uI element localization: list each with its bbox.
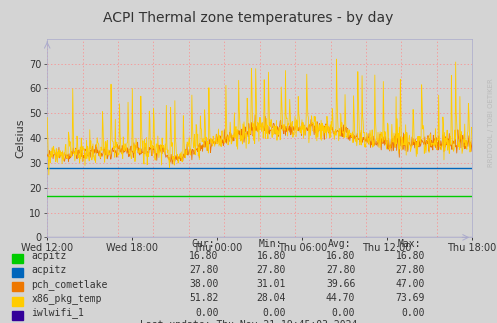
Text: 27.80: 27.80 xyxy=(396,265,425,275)
Text: RRDTOOL / TOBI OETIKER: RRDTOOL / TOBI OETIKER xyxy=(488,78,494,167)
Text: 38.00: 38.00 xyxy=(189,279,219,289)
Text: acpitz: acpitz xyxy=(31,265,67,275)
Text: 73.69: 73.69 xyxy=(396,293,425,303)
Text: 28.04: 28.04 xyxy=(256,293,286,303)
Text: ACPI Thermal zone temperatures - by day: ACPI Thermal zone temperatures - by day xyxy=(103,11,394,25)
Text: 51.82: 51.82 xyxy=(189,293,219,303)
Text: Avg:: Avg: xyxy=(328,239,351,249)
Text: x86_pkg_temp: x86_pkg_temp xyxy=(31,293,102,304)
Text: 0.00: 0.00 xyxy=(262,307,286,318)
Text: 39.66: 39.66 xyxy=(326,279,355,289)
Text: 16.80: 16.80 xyxy=(326,251,355,261)
Text: 16.80: 16.80 xyxy=(256,251,286,261)
Text: 16.80: 16.80 xyxy=(396,251,425,261)
Text: 0.00: 0.00 xyxy=(332,307,355,318)
Text: Min:: Min: xyxy=(258,239,282,249)
Text: Max:: Max: xyxy=(398,239,421,249)
Text: 27.80: 27.80 xyxy=(189,265,219,275)
Text: 0.00: 0.00 xyxy=(195,307,219,318)
Text: Last update: Thu Nov 21 19:45:03 2024: Last update: Thu Nov 21 19:45:03 2024 xyxy=(140,320,357,323)
Text: 47.00: 47.00 xyxy=(396,279,425,289)
Text: 16.80: 16.80 xyxy=(189,251,219,261)
Text: 31.01: 31.01 xyxy=(256,279,286,289)
Text: 44.70: 44.70 xyxy=(326,293,355,303)
Text: acpitz: acpitz xyxy=(31,251,67,261)
Text: Cur:: Cur: xyxy=(191,239,215,249)
Y-axis label: Celsius: Celsius xyxy=(15,118,25,158)
Text: iwlwifi_1: iwlwifi_1 xyxy=(31,307,84,318)
Text: 27.80: 27.80 xyxy=(326,265,355,275)
Text: 27.80: 27.80 xyxy=(256,265,286,275)
Text: pch_cometlake: pch_cometlake xyxy=(31,279,108,290)
Text: 0.00: 0.00 xyxy=(402,307,425,318)
